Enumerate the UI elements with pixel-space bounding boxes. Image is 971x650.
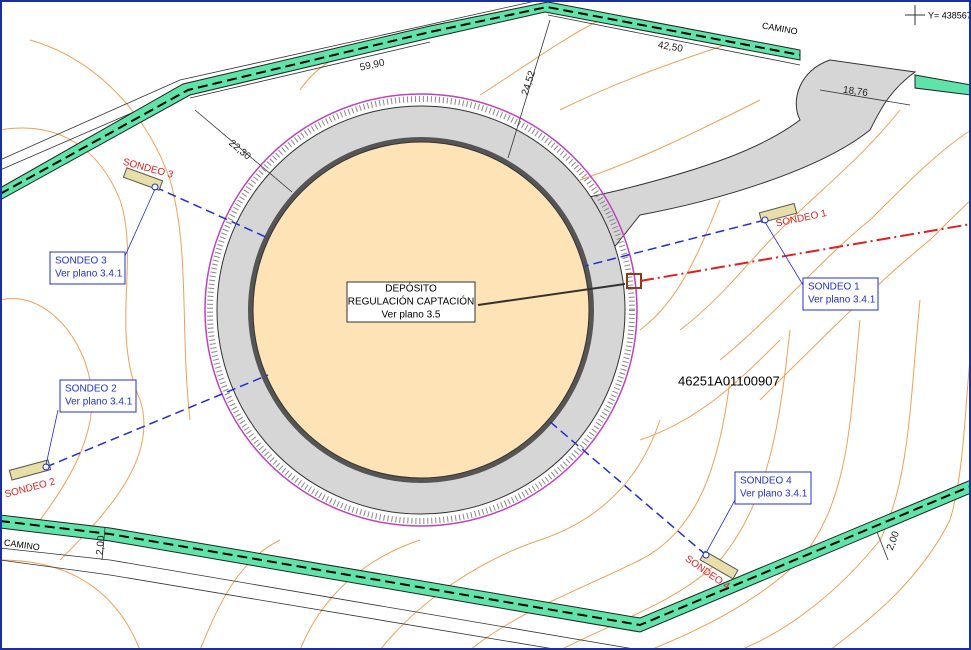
coordinate-mark: Y= 438567	[905, 5, 971, 25]
bottom-road	[0, 480, 971, 650]
dimension: 42,50	[657, 40, 684, 55]
callout-title: SONDEO 1	[808, 282, 860, 293]
callout-title: SONDEO 2	[65, 384, 117, 395]
dimension: 22,30	[226, 138, 253, 163]
callout-ref: Ver plano 3.4.1	[65, 397, 133, 408]
callout-title: SONDEO 4	[740, 476, 792, 487]
drawing: SONDEO 1 Ver plano 3.4.1 SONDEO 2 Ver pl…	[0, 0, 971, 650]
callout-title: SONDEO 3	[55, 256, 107, 267]
dimension: 2,00	[885, 529, 902, 551]
coordinate-label: Y= 438567	[928, 10, 971, 20]
tank-subtitle: REGULACIÓN CAPTACIÓN	[348, 295, 475, 308]
callout-ref: Ver plano 3.4.1	[55, 269, 123, 280]
tank-title: DEPÓSITO	[385, 282, 437, 295]
parcel-id: 46251A01100907	[678, 373, 780, 388]
callout-ref: Ver plano 3.4.1	[740, 489, 808, 500]
tank-ref: Ver plano 3.5	[382, 310, 441, 321]
site-plan: SONDEO 1 Ver plano 3.4.1 SONDEO 2 Ver pl…	[0, 0, 971, 650]
road-label: CAMINO	[761, 20, 798, 36]
callout-ref: Ver plano 3.4.1	[808, 295, 876, 306]
pipe-line	[640, 224, 971, 281]
dimension: 2,00	[95, 535, 108, 556]
dimension: 59,90	[359, 57, 386, 73]
dimension: 24,52	[520, 69, 538, 97]
